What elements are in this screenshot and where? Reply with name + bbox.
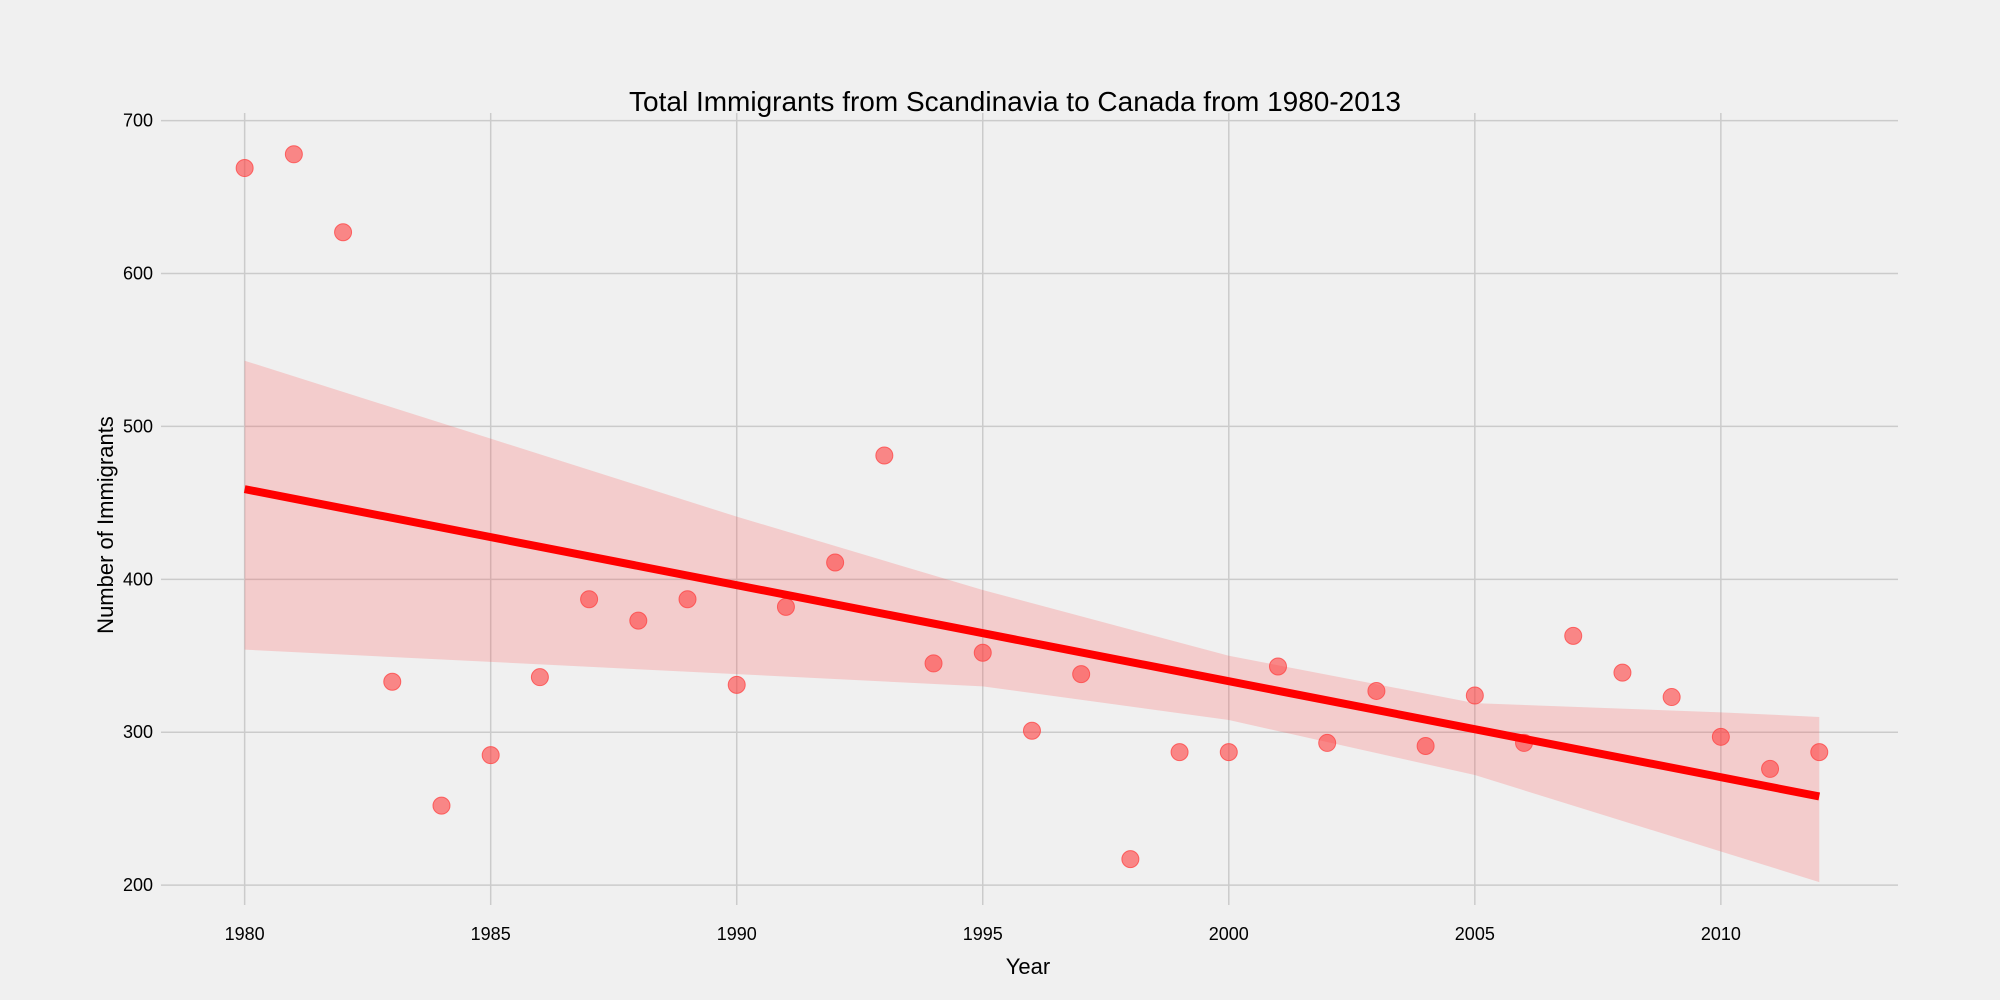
data-point-1996: [1022, 721, 1041, 740]
y-tick-label-300: 300: [123, 722, 153, 742]
data-point-1989: [678, 590, 697, 609]
x-tick-label-1990: 1990: [717, 924, 757, 944]
x-tick-label-2005: 2005: [1455, 924, 1495, 944]
data-points: [235, 145, 1829, 869]
data-point-2003: [1367, 681, 1386, 700]
x-tick-label-2010: 2010: [1701, 924, 1741, 944]
x-tick-label-2000: 2000: [1209, 924, 1249, 944]
y-tick-label-200: 200: [123, 875, 153, 895]
regression-line: [243, 485, 1821, 801]
data-point-1994: [924, 654, 943, 673]
data-point-2011: [1761, 759, 1780, 778]
data-point-1983: [383, 672, 402, 691]
confidence-band: [244, 360, 1820, 883]
data-point-2000: [1219, 743, 1238, 762]
data-point-1986: [530, 668, 549, 687]
data-point-1985: [481, 746, 500, 765]
data-point-2005: [1465, 686, 1484, 705]
y-tick-label-600: 600: [123, 264, 153, 284]
data-point-2010: [1711, 727, 1730, 746]
data-point-1999: [1170, 743, 1189, 762]
data-point-2012: [1810, 743, 1829, 762]
data-point-1995: [973, 643, 992, 662]
data-point-2008: [1613, 663, 1632, 682]
data-point-1990: [727, 675, 746, 694]
data-point-2004: [1416, 736, 1435, 755]
data-point-2001: [1268, 657, 1287, 676]
data-point-1988: [629, 611, 648, 630]
x-tick-label-1980: 1980: [225, 924, 265, 944]
x-tick-label-1995: 1995: [963, 924, 1003, 944]
data-point-1993: [875, 446, 894, 465]
confidence-band-layer: [244, 360, 1820, 883]
y-axis-label: Number of Immigrants: [93, 416, 118, 634]
data-point-1998: [1121, 850, 1140, 869]
data-point-1991: [776, 597, 795, 616]
data-point-1997: [1072, 665, 1091, 684]
y-tick-label-400: 400: [123, 569, 153, 589]
x-axis-label: Year: [1006, 954, 1050, 979]
data-point-1980: [235, 159, 254, 178]
data-point-2007: [1564, 626, 1583, 645]
x-tick-label-1985: 1985: [471, 924, 511, 944]
y-tick-label-700: 700: [123, 111, 153, 131]
tick-labels: 1980 1985 1990 1995 2000 2005 2010 200 300 400 500…: [123, 111, 1741, 944]
data-point-1992: [826, 553, 845, 572]
y-tick-label-500: 500: [123, 416, 153, 436]
data-point-1984: [432, 796, 451, 815]
data-point-2009: [1662, 688, 1681, 707]
data-point-1987: [580, 590, 599, 609]
data-point-1982: [334, 223, 353, 242]
data-point-2002: [1318, 733, 1337, 752]
data-point-1981: [284, 145, 303, 164]
regression-line-layer: [243, 485, 1821, 801]
chart-title: Total Immigrants from Scandinavia to Can…: [629, 86, 1401, 117]
